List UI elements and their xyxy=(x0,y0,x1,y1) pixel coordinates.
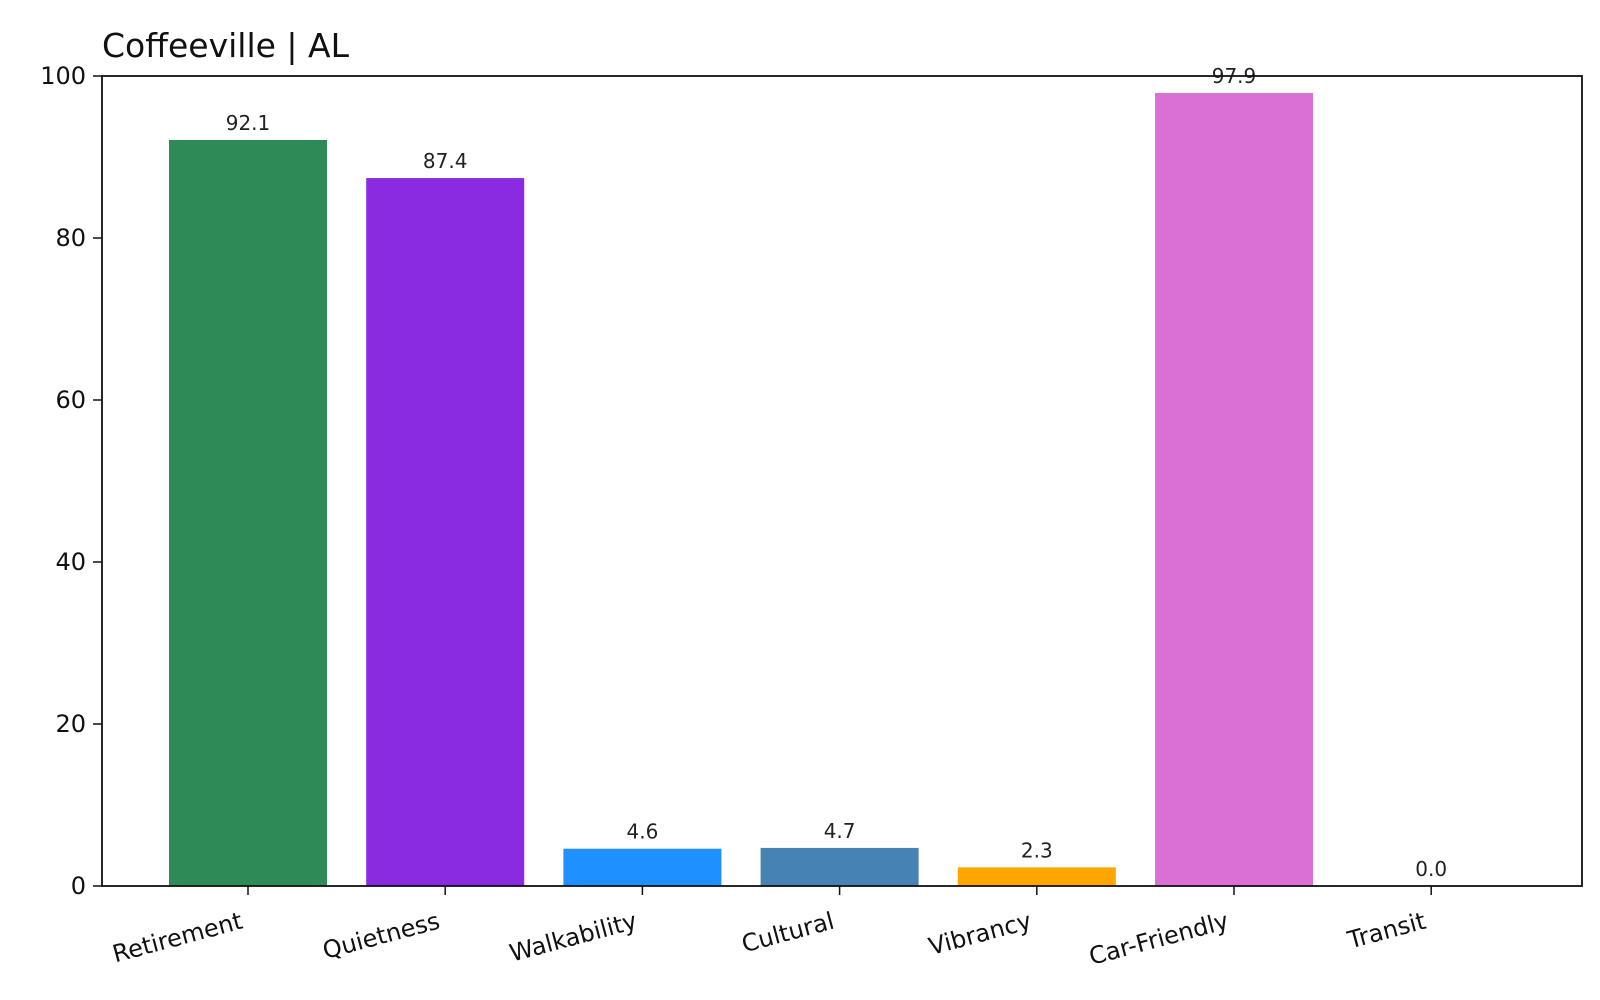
bar-retirement xyxy=(169,139,327,887)
bar-cultural xyxy=(760,847,919,886)
data-label-vibrancy: 2.3 xyxy=(1021,838,1053,862)
y-axis: 0 20 40 60 80 100 xyxy=(40,62,102,900)
x-tick-label-vibrancy: Vibrancy xyxy=(926,907,1035,961)
y-tick-label-100: 100 xyxy=(40,62,86,90)
plot-frame xyxy=(101,75,1583,887)
x-tick-label-walkability: Walkability xyxy=(507,907,640,968)
data-label-retirement: 92.1 xyxy=(226,111,271,135)
data-label-quietness: 87.4 xyxy=(423,149,468,173)
x-tick-label-transit: Transit xyxy=(1344,907,1429,955)
y-tick-label-80: 80 xyxy=(55,224,86,252)
bar-vibrancy xyxy=(957,867,1116,886)
y-tick-label-40: 40 xyxy=(55,548,86,576)
data-label-transit: 0.0 xyxy=(1415,857,1447,881)
chart-title: Coffeeville | AL xyxy=(102,26,350,65)
x-tick-label-car-friendly: Car-Friendly xyxy=(1086,907,1232,971)
y-tick-label-60: 60 xyxy=(55,386,86,414)
y-tick-label-0: 0 xyxy=(71,872,86,900)
x-tick-label-retirement: Retirement xyxy=(110,907,246,969)
x-tick-label-quietness: Quietness xyxy=(320,907,443,965)
bar-quietness xyxy=(366,178,525,886)
data-label-cultural: 4.7 xyxy=(824,819,856,843)
y-tick-label-20: 20 xyxy=(55,710,86,738)
data-label-walkability: 4.6 xyxy=(626,820,658,844)
bar-car-friendly xyxy=(1155,93,1313,886)
bar-walkability xyxy=(563,848,722,886)
x-axis: Retirement Quietness Walkability Cultural Vi… xyxy=(110,886,1432,971)
x-tick-label-cultural: Cultural xyxy=(739,907,838,959)
bars-layer xyxy=(169,93,1313,887)
